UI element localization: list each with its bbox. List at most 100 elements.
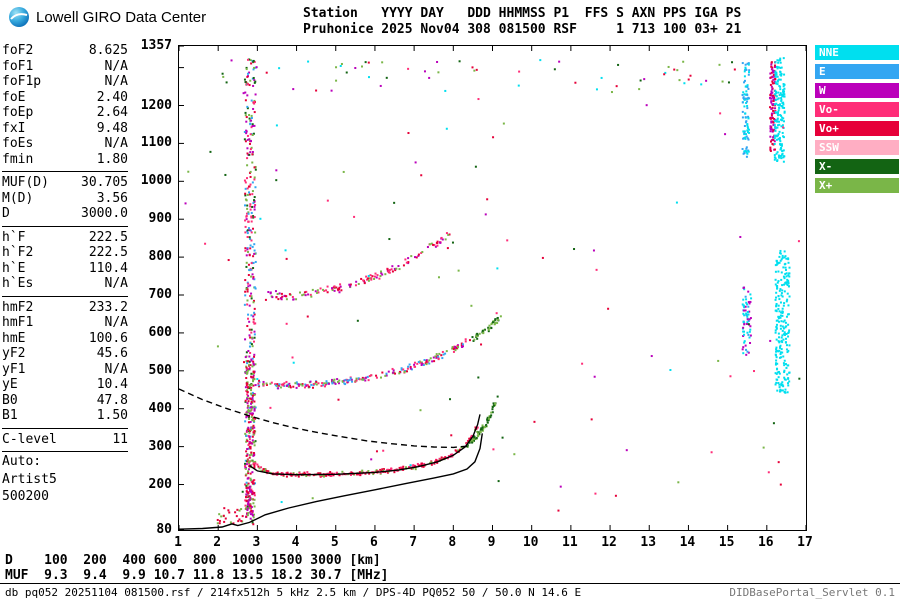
parameter-row: C-level 11 [2,432,128,448]
parameter-value: N/A [104,276,128,291]
rf-column-16.3-top [773,57,786,163]
parameter-row: h`F 222.5 [2,230,128,246]
y-tick-label: 1357 [140,38,172,53]
x-tick-label: 16 [757,535,774,550]
parameter-row: fmin 1.80 [2,152,128,168]
auto-line: Artist5 [2,471,57,487]
y-tick-label: 900 [148,211,172,227]
parameter-label: foE [2,89,26,105]
y-tick-label: 200 [148,476,172,492]
parameter-row: B0 47.8 [2,393,128,409]
x-tick-label: 7 [409,535,418,550]
y-tick-label: 600 [148,324,172,340]
legend-item-ssw: SSW [815,140,899,155]
legend-item-w: W [815,83,899,98]
parameter-row: yF2 45.6 [2,346,128,362]
background-noise [184,67,801,512]
parameter-row: B1 1.50 [2,408,128,424]
y-tick-label: 1000 [140,173,172,189]
x-tick-label: 15 [718,535,735,550]
parameter-group: C-level 11 [2,429,128,452]
parameter-label: h`Es [2,276,34,291]
parameter-row: foF1 N/A [2,59,128,75]
parameter-row: D 3000.0 [2,206,128,222]
parameter-row: foF2 8.625 [2,43,128,59]
parameter-row: M(D) 3.56 [2,191,128,207]
parameter-value: N/A [104,74,128,89]
y-tick-label: 1200 [140,97,172,113]
x-tick-label: 10 [522,535,539,550]
parameter-label: B1 [2,408,18,423]
parameter-label: foF2 [2,43,34,58]
parameter-label: foF1p [2,74,42,89]
parameter-row: foE 2.40 [2,90,128,106]
parameter-label: B0 [2,392,18,408]
parameter-label: h`F2 [2,245,34,260]
status-file-info: db pq052 20251104 081500.rsf / 214fx512h… [5,586,582,599]
third-hop [267,233,451,301]
x-tick-label: 13 [640,535,657,550]
x-tick-label: 11 [562,535,578,550]
rf-cluster-16.4-mid [774,249,791,394]
top-noise-band [221,59,736,95]
parameter-label: C-level [2,431,57,447]
parameter-value: N/A [104,315,128,330]
parameter-label: hmF2 [2,299,34,315]
parameter-value: 110.4 [88,260,128,276]
parameter-value: 222.5 [88,245,128,260]
y-tick-label: 500 [148,362,172,378]
parameter-row: hmE 100.6 [2,331,128,347]
parameter-value: 1.80 [96,151,128,167]
parameter-label: foF1 [2,58,34,74]
auto-line: Auto: [2,454,42,469]
parameter-label: hmF1 [2,315,34,330]
parameter-label: fxI [2,120,26,136]
legend-item-voplus: Vo+ [815,121,899,136]
giro-logo-icon [9,7,29,27]
muf-transmission-curve [179,388,468,449]
parameter-panel: foF2 8.625 foF1 N/A foF1p N/A foE 2.40 foEp 2.64 f… [2,40,128,505]
parameter-row: h`F2 222.5 [2,245,128,261]
legend-item-vominus: Vo- [815,102,899,117]
parameter-value: 222.5 [88,229,128,245]
y-tick-label: 700 [148,287,172,302]
parameter-value: 3000.0 [81,206,128,221]
parameter-row: foEs N/A [2,136,128,152]
parameter-row: MUF(D) 30.705 [2,175,128,191]
x-axis-labels: 1 2 3 4 5 6 7 8 9 10 11 12 13 14 15 16 17 [174,535,813,551]
parameter-row: hmF2 233.2 [2,300,128,316]
parameter-group: MUF(D) 30.705 M(D) 3.56 D 3000.0 [2,172,128,227]
x-tick-label: 5 [330,535,339,550]
parameter-value: 100.6 [88,330,128,346]
parameter-label: yF1 [2,361,26,377]
x-tick-label: 4 [291,535,300,550]
status-bar: db pq052 20251104 081500.rsf / 214fx512h… [0,583,900,600]
parameter-row: fxI 9.48 [2,121,128,137]
logo-title: Lowell GIRO Data Center [36,8,207,26]
giro-logo: Lowell GIRO Data Center [8,6,206,28]
y-axis-labels: 1357 1200 1100 1000 900 800 700 600 500 400 300 200… [130,38,174,537]
second-hop-x-tail [471,315,502,342]
parameter-value: 2.40 [96,89,128,105]
parameter-label: h`F [2,229,26,245]
x-tick-label: 9 [487,535,496,550]
x-tick-label: 12 [601,535,617,550]
servlet-version: DIDBasePortal_Servlet 0.1 [729,586,895,599]
parameter-value: 45.6 [96,346,128,361]
x-tick-label: 14 [679,535,696,550]
parameter-label: yE [2,377,18,392]
parameter-label: foEp [2,105,34,120]
parameter-group: foF2 8.625 foF1 N/A foF1p N/A foE 2.40 foEp 2.64 f… [2,40,128,172]
parameter-value: 8.625 [88,43,128,58]
f-trace-extraordinary-tail [466,395,499,448]
x-tick-label: 2 [213,535,222,550]
distance-row: D 100 200 400 600 800 1000 1500 3000 [km… [5,553,381,568]
legend-item-xminus: X- [815,159,899,174]
parameter-label: foEs [2,136,34,151]
parameter-label: h`E [2,260,26,276]
parameter-row: yE 10.4 [2,377,128,393]
parameter-value: 10.4 [96,377,128,392]
e-region-cluster [216,507,244,525]
y-tick-label: 800 [148,249,172,265]
